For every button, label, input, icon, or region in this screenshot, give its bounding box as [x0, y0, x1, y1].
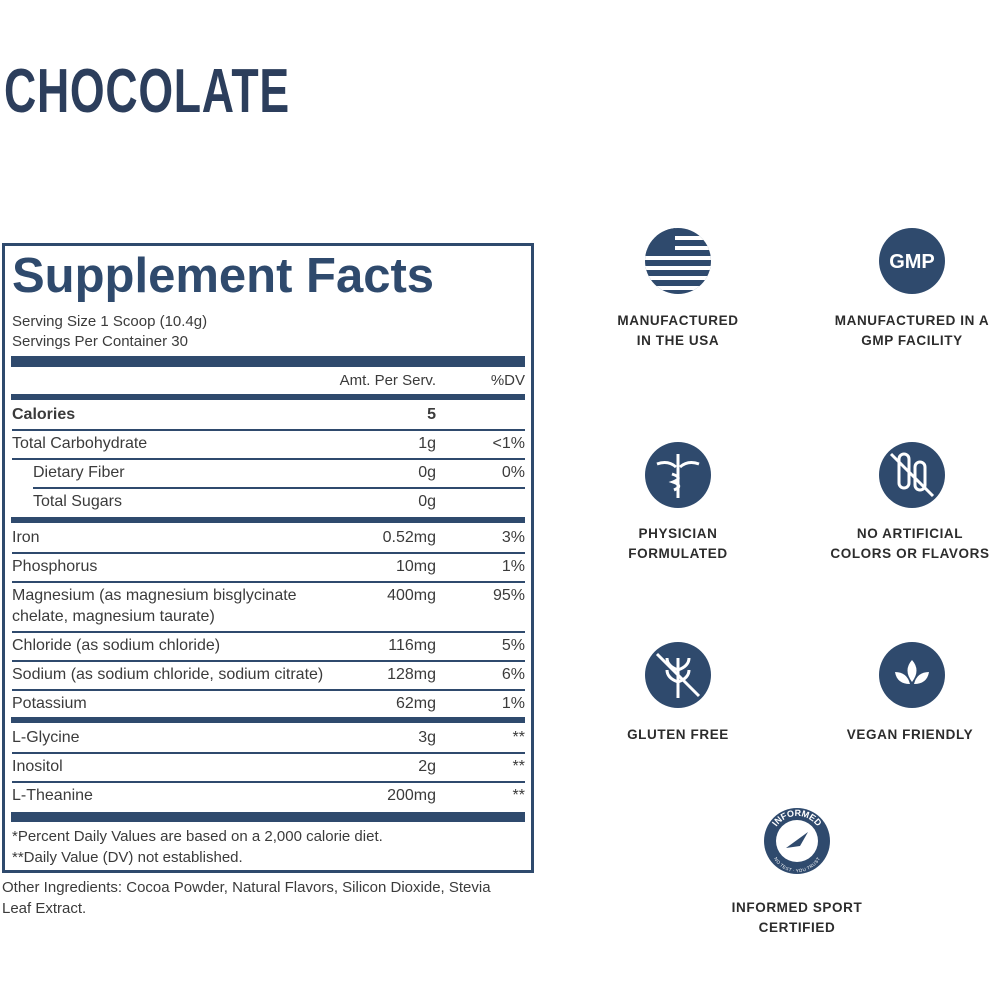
row-rule [12, 552, 525, 554]
rule [11, 812, 525, 822]
nutrient-name: L-Theanine [12, 787, 93, 804]
badge-label: GLUTEN FREE [568, 725, 788, 745]
nutrient-amount: 62mg [395, 695, 436, 712]
gluten-free-icon [645, 642, 711, 708]
gmp-icon: GMP [879, 228, 945, 294]
badge-text: MANUFACTURED [617, 313, 739, 328]
nutrient-name: Sodium (as sodium chloride, sodium citra… [12, 666, 324, 683]
nutrient-dv: ** [512, 758, 525, 775]
badge-text: COLORS OR FLAVORS [830, 546, 990, 561]
rule [11, 717, 525, 723]
nutrient-amount: 128mg [387, 666, 436, 683]
nutrient-amount: 400mg [387, 587, 436, 604]
badge-text: CERTIFIED [758, 920, 836, 935]
nutrient-name: Potassium [12, 695, 87, 712]
physician-icon [645, 442, 711, 508]
badge-label: MANUFACTURED IN A GMP FACILITY [802, 311, 1000, 351]
badge-text: INFORMED SPORT [731, 900, 863, 915]
nutrient-amount: 2g [418, 758, 436, 775]
badge-label: VEGAN FRIENDLY [800, 725, 1000, 745]
footnote: *Percent Daily Values are based on a 2,0… [12, 828, 383, 845]
row-rule [12, 752, 525, 754]
nutrient-amount: 200mg [387, 787, 436, 804]
vegan-icon [879, 642, 945, 708]
nutrient-amount: 3g [418, 729, 436, 746]
nutrient-dv: 5% [501, 637, 525, 654]
row-rule [12, 660, 525, 662]
badge-label: NO ARTIFICIAL COLORS OR FLAVORS [800, 524, 1000, 564]
badge-label: INFORMED SPORT CERTIFIED [687, 898, 907, 938]
nutrient-amount: 116mg [388, 637, 436, 654]
row-rule [12, 458, 525, 460]
nutrient-name: Chloride (as sodium chloride) [12, 637, 221, 654]
nutrient-name: Dietary Fiber [33, 464, 125, 481]
nutrient-amount: 0.52mg [382, 529, 436, 546]
badge-text: VEGAN FRIENDLY [846, 727, 974, 742]
icon-text: GMP [889, 251, 935, 273]
badge-text: PHYSICIAN [638, 526, 718, 541]
nutrient-amount: 0g [418, 464, 436, 481]
nutrient-name: Inositol [12, 758, 63, 775]
other-ingredients: Other Ingredients: Cocoa Powder, Natural… [2, 879, 491, 896]
badge-label: MANUFACTURED IN THE USA [568, 311, 788, 351]
nutrient-amount: 5 [427, 406, 436, 423]
nutrient-name: Phosphorus [12, 558, 98, 575]
supplement-facts: Supplement Facts Serving Size 1 Scoop (1… [2, 243, 534, 873]
nutrient-dv: 95% [492, 587, 525, 604]
informed-sport-icon: INFORMED NO TEST · YOU TRUST [764, 808, 830, 874]
row-rule [12, 429, 525, 431]
nutrient-dv: 3% [501, 529, 525, 546]
nutrient-dv: 1% [501, 695, 525, 712]
nutrient-dv: ** [512, 787, 525, 804]
serving-size: Serving Size 1 Scoop (10.4g) [12, 313, 208, 330]
nutrient-dv: 1% [501, 558, 525, 575]
rule [11, 356, 525, 367]
column-header: %DV [490, 372, 525, 389]
facts-title: Supplement Facts [12, 249, 435, 303]
nutrient-dv: <1% [492, 435, 525, 452]
badge-text: FORMULATED [628, 546, 728, 561]
other-ingredients: Leaf Extract. [2, 900, 87, 917]
nutrient-name: Total Sugars [33, 493, 122, 510]
footnote: **Daily Value (DV) not established. [12, 849, 243, 866]
nutrient-dv: 0% [501, 464, 525, 481]
badge-text: IN THE USA [636, 333, 720, 348]
nutrient-name: L-Glycine [12, 729, 80, 746]
nutrient-name: Magnesium (as magnesium bisglycinate [12, 587, 297, 604]
rule [11, 517, 525, 523]
nutrient-name: Calories [12, 406, 76, 423]
nutrient-amount: 10mg [395, 558, 436, 575]
flavor-title: CHOCOLATE [4, 57, 290, 126]
nutrient-amount: 0g [418, 493, 436, 510]
badge-text: GLUTEN FREE [627, 727, 729, 742]
usa-icon [645, 228, 711, 294]
nutrient-name: Total Carbohydrate [12, 435, 148, 452]
nutrient-amount: 1g [418, 435, 436, 452]
nutrient-name: chelate, magnesium taurate) [12, 608, 215, 625]
row-rule [12, 781, 525, 783]
nutrient-dv: ** [512, 729, 525, 746]
column-header: Amt. Per Serv. [339, 372, 436, 389]
row-rule [12, 581, 525, 583]
row-rule [12, 631, 525, 633]
row-rule [12, 689, 525, 691]
badge-text: MANUFACTURED IN A [834, 313, 990, 328]
badge-text: NO ARTIFICIAL [856, 526, 964, 541]
nutrient-dv: 6% [501, 666, 525, 683]
rule [11, 394, 525, 400]
badge-text: GMP FACILITY [861, 333, 963, 348]
servings-per-container: Servings Per Container 30 [12, 333, 188, 350]
no-artificial-icon [879, 442, 945, 508]
row-rule [33, 487, 525, 489]
badge-label: PHYSICIAN FORMULATED [568, 524, 788, 564]
nutrient-name: Iron [12, 529, 40, 546]
